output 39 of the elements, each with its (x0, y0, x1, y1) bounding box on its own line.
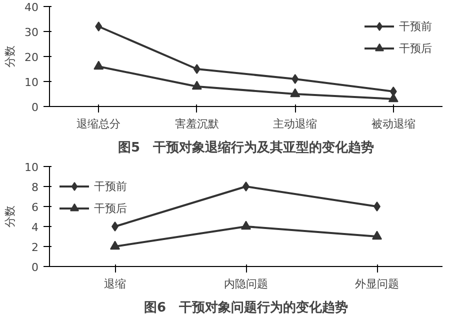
point (193, 64, 200, 74)
x-tick-label: 被动退缩 (371, 118, 416, 130)
y-tick-label: 30 (24, 26, 39, 39)
y-tick-label: 6 (32, 201, 38, 214)
legend-label: 干预前 (94, 178, 127, 194)
x-tick-label: 主动退缩 (273, 118, 318, 130)
x-tick-label: 外显问题 (355, 278, 399, 290)
y-axis-title: 分数 (4, 206, 17, 228)
point (192, 80, 202, 90)
y-tick-label: 0 (32, 261, 38, 274)
point (372, 230, 382, 240)
x-tick-label: 退缩总分 (76, 118, 121, 130)
y-axis-title: 分数 (4, 46, 17, 68)
point (95, 22, 102, 32)
y-tick-label: 10 (24, 76, 39, 89)
y-tick-label: 10 (24, 161, 39, 174)
point (110, 240, 120, 250)
point (112, 222, 118, 232)
text: 图5 干预对象退缩行为及其亚型的变化趋势 (118, 140, 374, 156)
point (290, 88, 300, 98)
y-tick-label: 2 (32, 241, 38, 254)
point (292, 74, 299, 84)
legend-label: 干预前 (399, 18, 432, 34)
legend-label: 干预后 (94, 200, 127, 216)
point (94, 60, 104, 70)
x-tick-label: 退缩 (104, 278, 126, 290)
x-tick-label: 害羞沉默 (174, 118, 219, 130)
x-tick-label: 内隐问题 (224, 278, 268, 290)
point (242, 182, 250, 192)
legend-label: 干预后 (399, 40, 432, 56)
y-tick-label: 20 (24, 51, 39, 64)
point (388, 93, 398, 102)
y-tick-label: 8 (32, 181, 38, 194)
y-tick-label: 0 (32, 101, 38, 114)
y-tick-label: 40 (24, 1, 39, 14)
text: 图6 干预对象问题行为的变化趋势 (144, 300, 348, 316)
point (374, 202, 380, 212)
point (241, 220, 251, 230)
y-tick-label: 4 (32, 221, 38, 234)
